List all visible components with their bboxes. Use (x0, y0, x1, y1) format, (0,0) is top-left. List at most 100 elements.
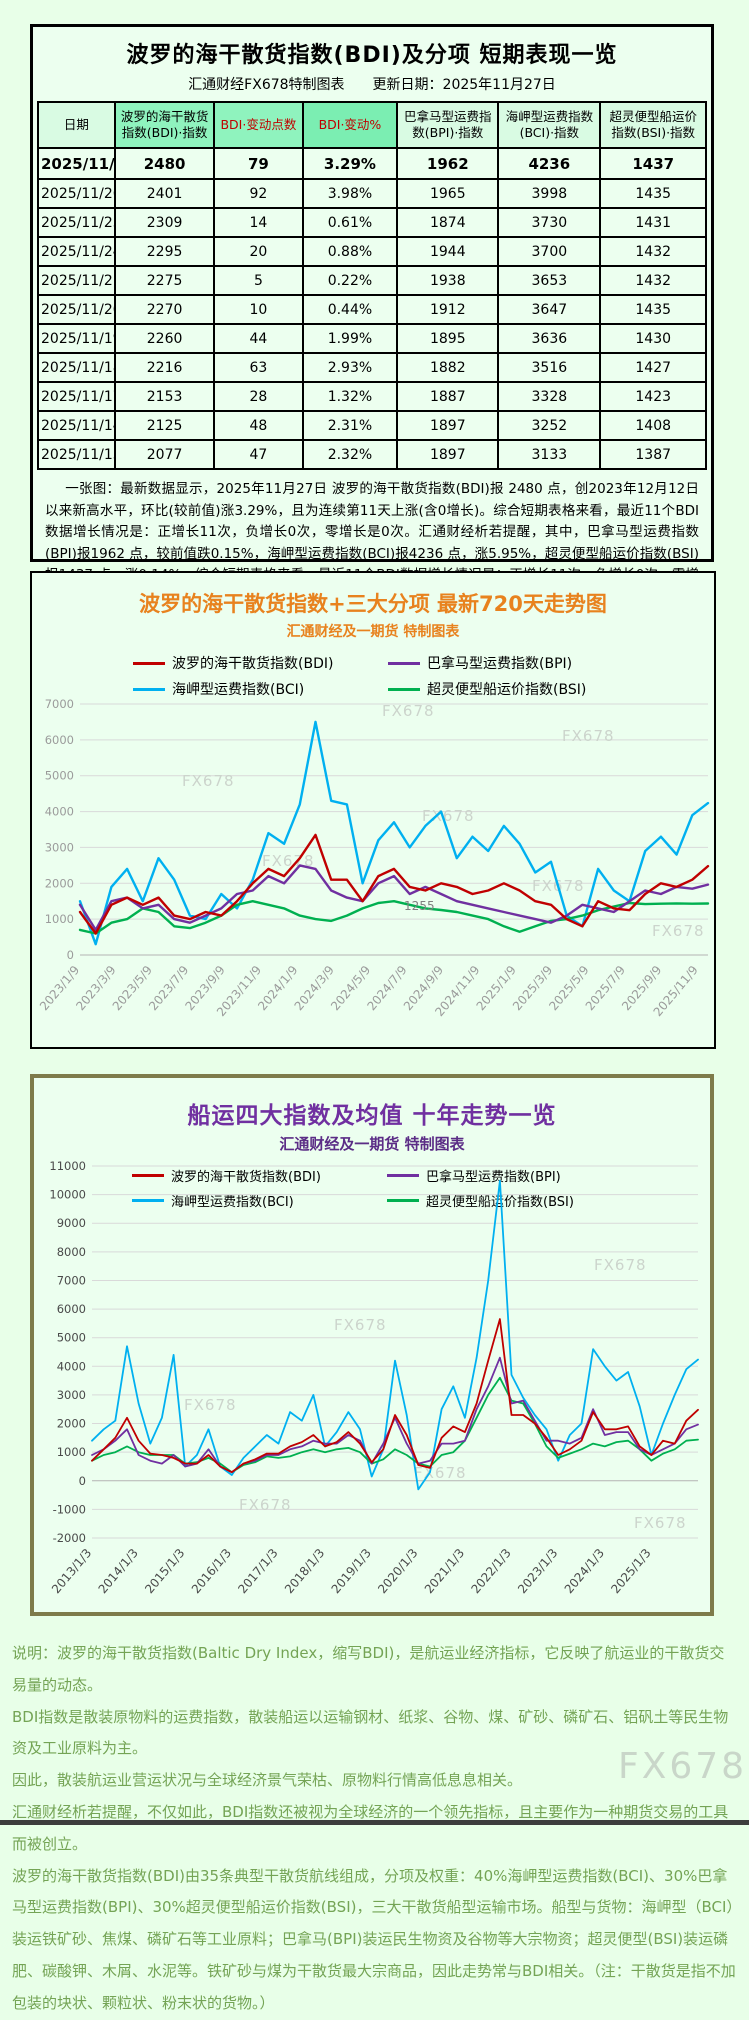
table-cell: 2025/11/21 (37, 265, 116, 296)
x-axis-label: 2015/1/3 (142, 1546, 187, 1596)
table-cell: 2025/11/26 (37, 178, 116, 209)
table-cell: 2260 (113, 323, 216, 354)
table-cell: 79 (213, 147, 304, 180)
col-header-bdi: 波罗的海干散货 指数(BDI)·指数 (113, 101, 216, 149)
table-cell: 1897 (396, 410, 500, 441)
footnote-line: 波罗的海干散货指数(BDI)由35条典型干散货航线组成，分项及权重：40%海岬型… (12, 1866, 736, 2012)
table-cell: 1435 (599, 178, 707, 209)
bdi-table: 日期 波罗的海干散货 指数(BDI)·指数 BDI·变动点数 BDI·变动% 巴… (37, 101, 707, 470)
y-axis-label: -1000 (53, 1502, 86, 1516)
legend-label-bsi: 超灵便型船运价指数(BSI) (427, 682, 587, 698)
table-cell: 47 (213, 439, 304, 470)
y-axis-label: 7000 (57, 1273, 86, 1287)
table-row: 2025/11/24 2295 20 0.88% 1944 3700 1432 (37, 236, 707, 267)
chart-10y-subtitle: 汇通财经及一期货 特制图表 (279, 1135, 465, 1153)
table-cell: 92 (213, 178, 304, 209)
table-cell: 1408 (599, 410, 707, 441)
fx678-watermark: FX678 (382, 702, 435, 720)
fx678-watermark: FX678 (652, 922, 705, 940)
fx678-watermark: FX678 (634, 1514, 687, 1532)
bottom-edge-bar (0, 1820, 749, 1825)
fx678-watermark: FX678 (562, 727, 615, 745)
table-cell: 2275 (113, 265, 216, 296)
table-cell: 0.22% (301, 265, 399, 296)
legend-item-bpi: 巴拿马型运费指数(BPI) (388, 653, 613, 673)
bdi-720d-line-chart: 010002000300040005000600070002023/1/9202… (37, 697, 710, 1019)
y-axis-label: 7000 (45, 697, 74, 711)
table-cell: 48 (213, 410, 304, 441)
table-cell: 3998 (497, 178, 602, 209)
table-cell: 2.93% (301, 352, 399, 383)
col-header-bsi: 超灵便型船运价 指数(BSI)·指数 (599, 101, 707, 149)
table-row: 2025/11/26 2401 92 3.98% 1965 3998 1435 (37, 178, 707, 209)
legend-line-bsi (388, 687, 420, 691)
col-header-date: 日期 (37, 101, 116, 149)
legend-item-bci: 海岬型运费指数(BCI) (132, 1191, 357, 1210)
table-cell: 1938 (396, 265, 500, 296)
legend-label-bpi: 巴拿马型运费指数(BPI) (427, 656, 573, 672)
x-axis-label: 2016/1/3 (189, 1546, 234, 1596)
table-cell: 3328 (497, 381, 602, 412)
table-cell: 2309 (113, 207, 216, 238)
table-cell: 1887 (396, 381, 500, 412)
legend-item-bci: 海岬型运费指数(BCI) (133, 679, 358, 699)
table-cell: 1.99% (301, 323, 399, 354)
table-cell: 1895 (396, 323, 500, 354)
legend-label-bpi: 巴拿马型运费指数(BPI) (426, 1170, 561, 1185)
y-axis-label: 5000 (45, 769, 74, 783)
x-axis-label: 2019/1/3 (329, 1546, 374, 1596)
table-row: 2025/11/19 2260 44 1.99% 1895 3636 1430 (37, 323, 707, 354)
y-axis-label: 2000 (57, 1417, 86, 1431)
table-cell: 4236 (497, 147, 602, 180)
table-cell: 1430 (599, 323, 707, 354)
table-cell: 14 (213, 207, 304, 238)
table-cell: 1965 (396, 178, 500, 209)
table-cell: 2216 (113, 352, 216, 383)
y-axis-label: 11000 (49, 1160, 86, 1173)
bdi-table-body: 2025/11/272480793.29%1962423614372025/11… (37, 147, 707, 470)
x-axis-label: 2018/1/3 (282, 1546, 327, 1596)
table-row: 2025/11/18 2216 63 2.93% 1882 3516 1427 (37, 352, 707, 383)
x-axis-label: 2024/1/3 (562, 1546, 607, 1596)
legend-line-bci (133, 687, 165, 691)
chart-10y-title: 船运四大指数及均值 十年走势一览 (187, 1103, 557, 1129)
fx678-watermark: FX678 (594, 1256, 647, 1274)
table-cell: 3653 (497, 265, 602, 296)
table-cell: 2025/11/18 (37, 352, 116, 383)
chart-720d-title: 波罗的海干散货指数+三大分项 最新720天走势图 (139, 592, 607, 616)
table-cell: 1897 (396, 439, 500, 470)
fx678-watermark: FX678 (422, 807, 475, 825)
fx678-watermark: FX678 (182, 772, 235, 790)
legend-line-bci (132, 1199, 164, 1202)
x-axis-label: 2013/1/3 (49, 1546, 94, 1596)
footnote-line: 因此，散装航运业营运状况与全球经济景气荣枯、原物料行情高低息息相关。 (12, 1771, 523, 1790)
table-cell: 2025/11/19 (37, 323, 116, 354)
table-subtitle: 汇通财经FX678特制图表 更新日期：2025年11月27日 (188, 77, 556, 93)
table-cell: 1.32% (301, 381, 399, 412)
legend-line-bsi (387, 1199, 419, 1202)
shipping-10y-line-chart: -2000 -1000 0 1000 2000 3000 4000 5000 6000 7000 8… (49, 1160, 699, 1596)
table-cell: 1962 (396, 147, 500, 180)
footnote-line: 说明：波罗的海干散货指数(Baltic Dry Index，缩写BDI)，是航运… (12, 1644, 725, 1694)
footnote-line: BDI指数是散装原物料的运费指数，散装船运以运输钢材、纸浆、谷物、煤、矿砂、磷矿… (12, 1707, 729, 1758)
table-cell: 2025/11/14 (37, 410, 116, 441)
table-cell: 1882 (396, 352, 500, 383)
legend-item-bdi: 波罗的海干散货指数(BDI) (132, 1166, 357, 1185)
table-cell: 0.61% (301, 207, 399, 238)
y-axis-label: 6000 (45, 733, 74, 747)
page-title: 波罗的海干散货指数(BDI)及分项 短期表现一览 (126, 43, 618, 68)
table-cell: 3.98% (301, 178, 399, 209)
table-cell: 3133 (497, 439, 602, 470)
table-cell: 1432 (599, 265, 707, 296)
table-cell: 3252 (497, 410, 602, 441)
table-cell: 2025/11/20 (37, 294, 116, 325)
x-axis-label: 2014/1/3 (96, 1546, 141, 1596)
table-row: 2025/11/25 2309 14 0.61% 1874 3730 1431 (37, 207, 707, 238)
x-axis-label: 2025/1/3 (608, 1546, 653, 1596)
y-axis-label: 3000 (57, 1388, 86, 1402)
table-cell: 1912 (396, 294, 500, 325)
short-term-table-panel: 波罗的海干散货指数(BDI)及分项 短期表现一览 汇通财经FX678特制图表 更… (30, 24, 714, 605)
table-cell: 10 (213, 294, 304, 325)
y-axis-label: 1000 (45, 912, 74, 926)
